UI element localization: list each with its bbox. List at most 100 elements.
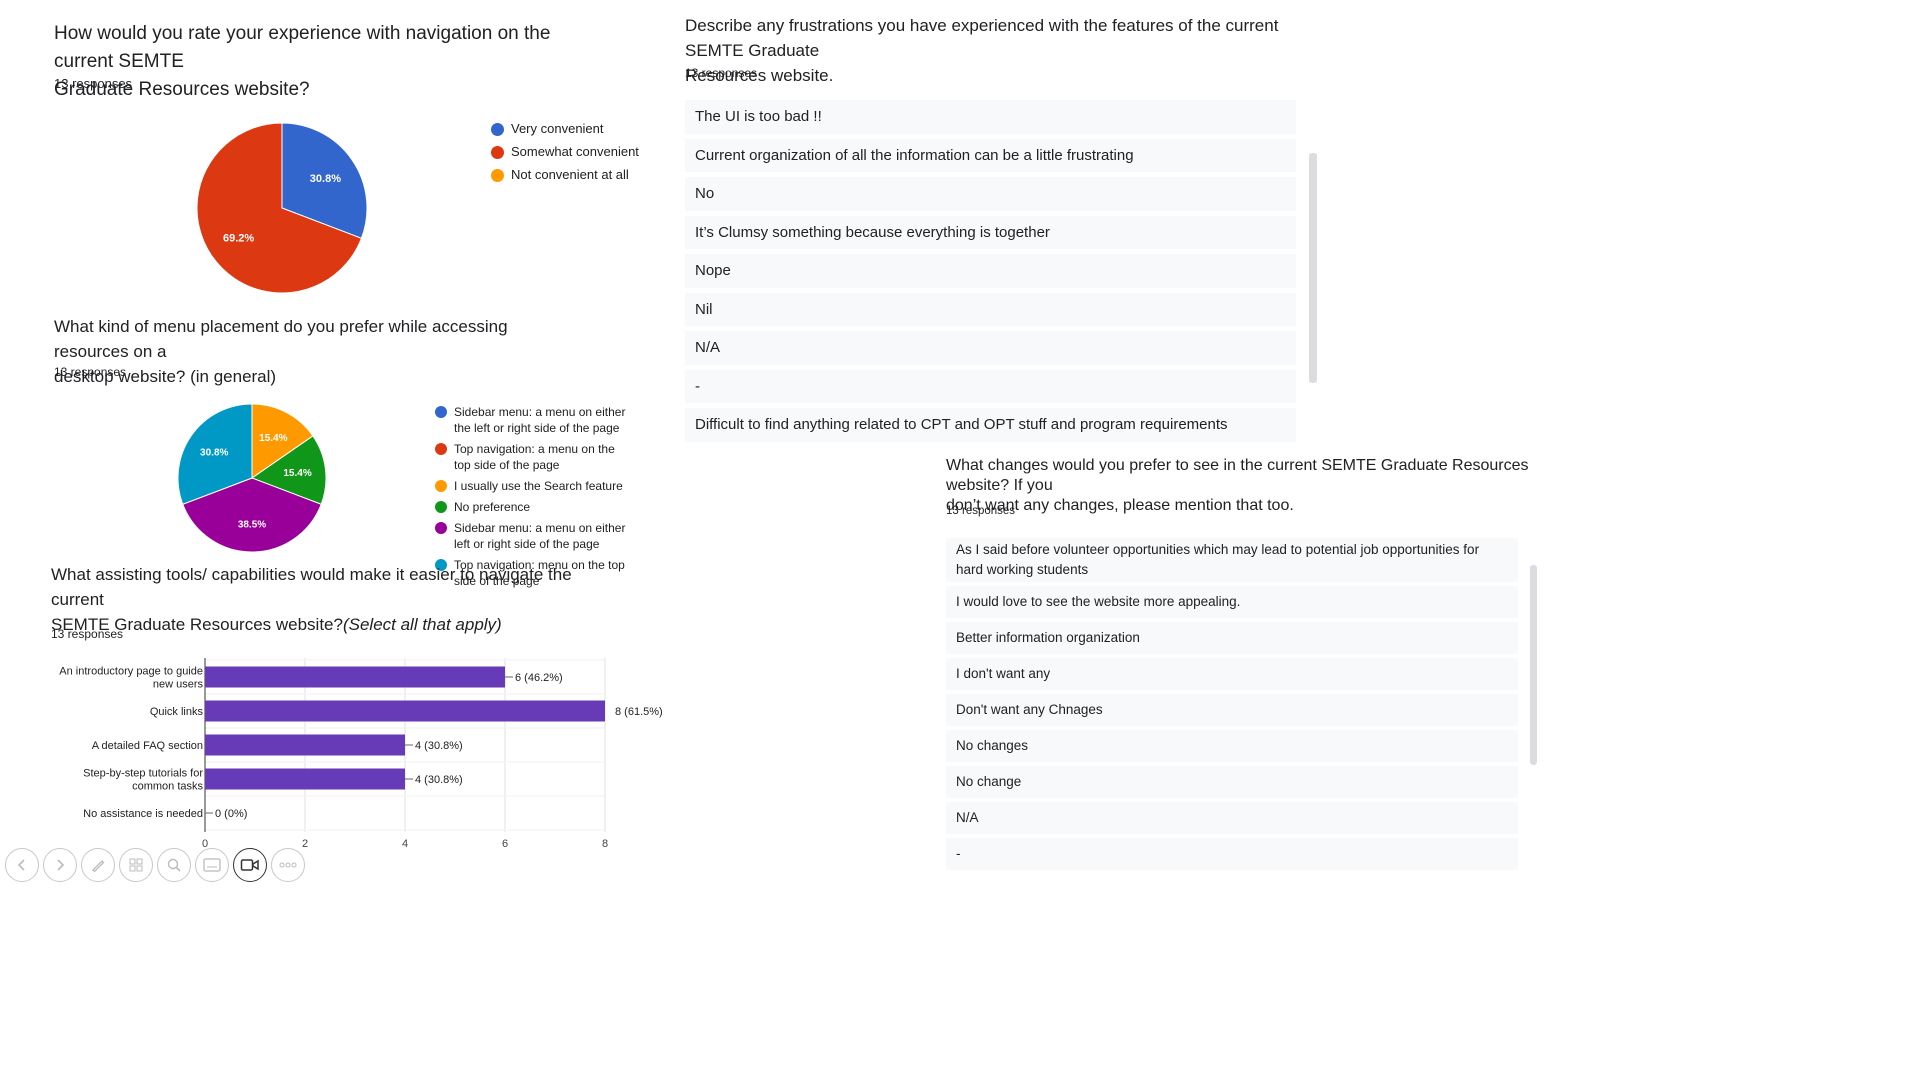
q2-title-line2: desktop website? (in general)	[54, 367, 277, 386]
response-row: Current organization of all the informat…	[685, 138, 1296, 172]
q2-title: What kind of menu placement do you prefe…	[54, 314, 574, 389]
bar[interactable]	[205, 700, 605, 722]
q3-title: What assisting tools/ capabilities would…	[51, 562, 611, 637]
x-tick-label: 4	[402, 838, 408, 850]
response-row: No changes	[946, 730, 1518, 762]
q2-legend: Sidebar menu: a menu on either the left …	[435, 404, 630, 594]
legend-label: Sidebar menu: a menu on either left or r…	[454, 521, 626, 551]
bar-value-label: 8 (61.5%)	[615, 706, 663, 718]
q3-title-line1: What assisting tools/ capabilities would…	[51, 565, 572, 609]
q1-title: How would you rate your experience with …	[54, 20, 614, 104]
q3-title-line2-italic: (Select all that apply)	[342, 615, 502, 634]
legend-item[interactable]: Top navigation: a menu on the top side o…	[435, 441, 630, 473]
pie-slice[interactable]	[251, 403, 314, 479]
category-label: new users	[153, 679, 204, 691]
q3-title-line2: SEMTE Graduate Resources website?(Select…	[51, 612, 611, 637]
response-row: I don't want any	[946, 658, 1518, 690]
legend-item[interactable]: Top navigation: menu on the top side of …	[435, 557, 630, 589]
legend-label: Somewhat convenient	[511, 144, 639, 159]
back-icon[interactable]	[5, 848, 39, 882]
response-row: -	[685, 369, 1296, 403]
category-label: common tasks	[132, 781, 203, 793]
q1-title-line2: Graduate Resources website?	[54, 79, 310, 100]
x-tick-label: 6	[502, 838, 508, 850]
legend-item[interactable]: Sidebar menu: a menu on either left or r…	[435, 520, 630, 552]
legend-label: I usually use the Search feature	[454, 479, 623, 493]
q1-legend: Very convenient Somewhat convenient Not …	[491, 121, 639, 190]
category-label: An introductory page to guide	[59, 666, 203, 678]
q4-scrollbar[interactable]	[1309, 153, 1317, 383]
legend-dot	[435, 559, 447, 571]
response-row: N/A	[685, 331, 1296, 365]
q4-answer-list[interactable]: The UI is too bad !! Current organization…	[685, 100, 1296, 447]
legend-item[interactable]: I usually use the Search feature	[435, 478, 630, 494]
response-row: Better information organization	[946, 622, 1518, 654]
q5-title: What changes would you prefer to see in …	[946, 456, 1536, 516]
pages-icon[interactable]	[119, 848, 153, 882]
pie-slice-label: 30.8%	[200, 447, 228, 458]
legend-label: Sidebar menu: a menu on either the left …	[454, 405, 626, 435]
pen-icon[interactable]	[81, 848, 115, 882]
q1-pie-chart: 30.8% 69.2%	[196, 122, 368, 294]
legend-item[interactable]: Somewhat convenient	[491, 144, 639, 159]
response-row: Don't want any Chnages	[946, 694, 1518, 726]
response-row: Difficult to find anything related to CP…	[685, 408, 1296, 442]
q4-title-line1: Describe any frustrations you have exper…	[685, 16, 1279, 60]
pie-slice[interactable]	[281, 122, 368, 239]
response-row: No change	[946, 766, 1518, 798]
video-icon[interactable]	[233, 848, 267, 882]
pie-slice[interactable]	[182, 477, 322, 553]
response-row: N/A	[946, 802, 1518, 834]
q2-pie-chart: 15.4% 15.4% 38.5% 30.8%	[177, 403, 327, 553]
pie-slice[interactable]	[177, 403, 253, 505]
zoom-icon[interactable]	[157, 848, 191, 882]
response-row: The UI is too bad !!	[685, 100, 1296, 134]
legend-dot	[435, 406, 447, 418]
q5-title-line1: What changes would you prefer to see in …	[946, 457, 1529, 494]
legend-dot	[491, 146, 504, 159]
response-row: Nil	[685, 292, 1296, 326]
bar[interactable]	[205, 666, 505, 688]
legend-label: Very convenient	[511, 121, 604, 136]
more-icon[interactable]	[271, 848, 305, 882]
bar-value-label: 0 (0%)	[215, 808, 247, 820]
pie-slice[interactable]	[250, 435, 327, 505]
forward-icon[interactable]	[43, 848, 77, 882]
legend-dot	[435, 522, 447, 534]
bar[interactable]	[205, 768, 405, 790]
pie-slice[interactable]	[196, 122, 363, 294]
legend-item[interactable]: No preference	[435, 499, 630, 515]
subtitles-icon[interactable]	[195, 848, 229, 882]
response-row: I would love to see the website more app…	[946, 586, 1518, 618]
category-label: Quick links	[150, 706, 204, 718]
q5-response-count: 13 responses	[946, 505, 1016, 517]
legend-label: Not convenient at all	[511, 167, 629, 182]
legend-dot	[435, 501, 447, 513]
q4-response-count: 13 responses	[685, 66, 758, 80]
q1-title-line1: How would you rate your experience with …	[54, 23, 551, 72]
pie-slice-label: 15.4%	[259, 433, 287, 444]
bar-value-label: 6 (46.2%)	[515, 672, 563, 684]
q5-answer-list[interactable]: As I said before volunteer opportunities…	[946, 538, 1518, 874]
q1-response-count: 13 responses	[54, 76, 133, 91]
legend-item[interactable]: Sidebar menu: a menu on either the left …	[435, 404, 630, 436]
q3-response-count: 13 responses	[51, 627, 124, 641]
response-row: As I said before volunteer opportunities…	[946, 538, 1518, 582]
presentation-toolbar	[5, 848, 305, 882]
x-tick-label: 2	[302, 838, 308, 850]
response-row: Nope	[685, 254, 1296, 288]
pie-slice-label: 69.2%	[223, 233, 254, 245]
bar-value-label: 4 (30.8%)	[415, 740, 463, 752]
bar[interactable]	[205, 734, 405, 756]
pie-slice-label: 15.4%	[283, 468, 311, 479]
q4-title-line2: Resources website.	[685, 66, 834, 85]
q5-scrollbar[interactable]	[1530, 565, 1537, 765]
legend-item[interactable]: Very convenient	[491, 121, 639, 136]
category-label: A detailed FAQ section	[92, 740, 203, 752]
legend-dot	[435, 443, 447, 455]
legend-item[interactable]: Not convenient at all	[491, 167, 639, 182]
legend-label: No preference	[454, 500, 531, 514]
legend-label: Top navigation: menu on the top side of …	[454, 558, 625, 588]
bar-value-label: 4 (30.8%)	[415, 774, 463, 786]
